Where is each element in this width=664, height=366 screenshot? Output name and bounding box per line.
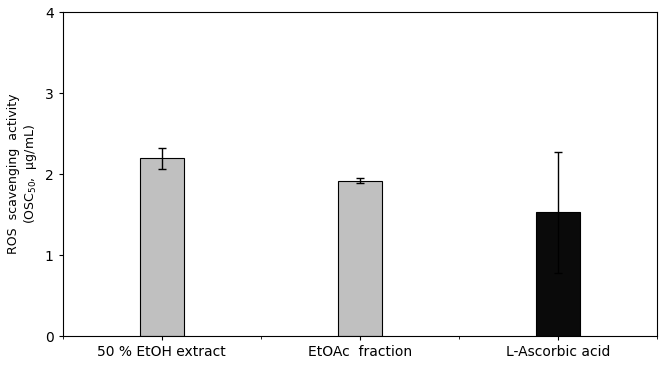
Bar: [140, 158, 184, 336]
Bar: [537, 212, 580, 336]
Bar: [338, 181, 382, 336]
Y-axis label: ROS  scavenging  activity
(OSC$_{50}$,  μg/mL): ROS scavenging activity (OSC$_{50}$, μg/…: [7, 94, 39, 254]
